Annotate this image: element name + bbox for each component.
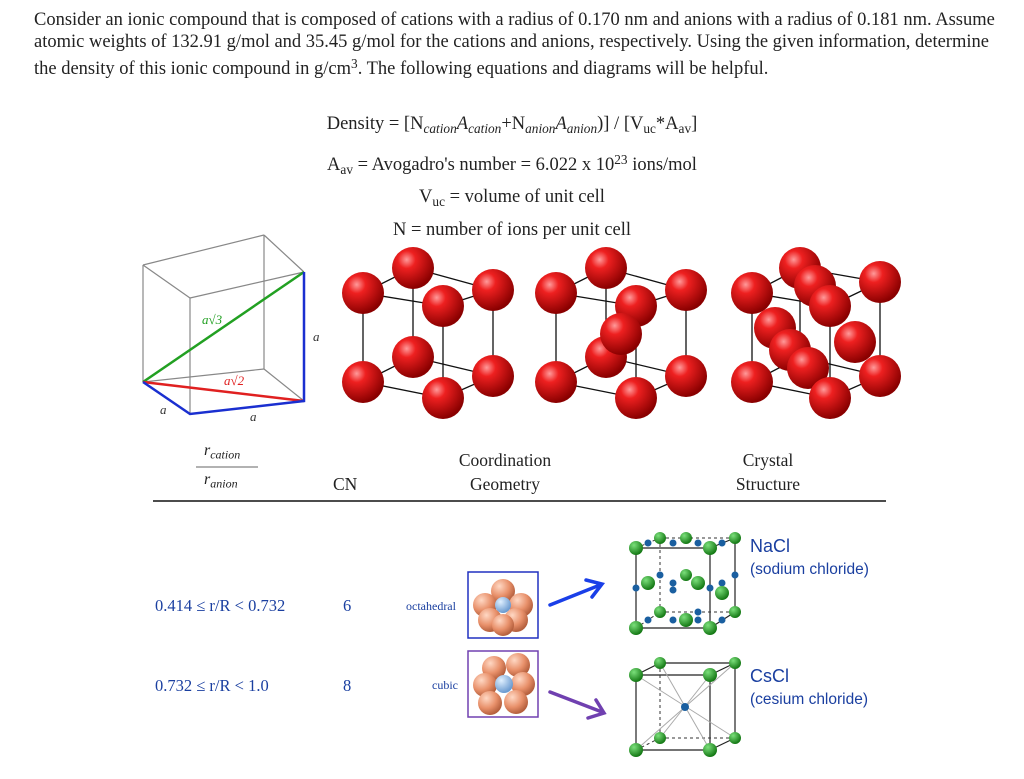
row2-cn: 8 bbox=[343, 676, 352, 695]
simple-cubic-lattice bbox=[342, 247, 514, 419]
atom-sphere bbox=[535, 361, 577, 403]
cscl-lattice bbox=[629, 657, 741, 757]
atom-sphere bbox=[731, 361, 773, 403]
problem-exponent: 3 bbox=[351, 56, 358, 71]
ratio-numerator: rcation bbox=[204, 442, 241, 462]
atom-sphere bbox=[665, 355, 707, 397]
fcc-lattice bbox=[731, 247, 901, 419]
problem-text-end: . The following equations and diagrams w… bbox=[357, 58, 769, 79]
atom-sphere bbox=[809, 285, 851, 327]
atom-sphere bbox=[731, 272, 773, 314]
row1-structure-full: (sodium chloride) bbox=[750, 561, 869, 578]
header-crystal-structure: Crystal Structure bbox=[735, 450, 801, 494]
density-equation: Density = [NcationAcation+NanionAanion)]… bbox=[326, 114, 698, 136]
atom-sphere bbox=[472, 269, 514, 311]
row2-geometry: cubic bbox=[432, 678, 458, 692]
atom-sphere bbox=[834, 321, 876, 363]
atom-sphere bbox=[422, 377, 464, 419]
atom-sphere bbox=[422, 285, 464, 327]
body-diagonal bbox=[142, 270, 305, 384]
atom-sphere bbox=[859, 261, 901, 303]
row1-cn: 6 bbox=[343, 596, 352, 615]
atom-sphere bbox=[809, 377, 851, 419]
row2-structure-full: (cesium chloride) bbox=[750, 691, 869, 708]
arrow-to-nacl bbox=[548, 578, 606, 607]
face-diagonal bbox=[142, 380, 305, 403]
atom-sphere bbox=[585, 247, 627, 289]
n-equation: N = number of ions per unit cell bbox=[392, 220, 632, 240]
avogadro-equation: Aav = Avogadro's number = 6.022 x 1023 i… bbox=[327, 152, 697, 177]
label-a-root2: a√2 bbox=[224, 373, 245, 388]
cubic-geometry-icon bbox=[467, 650, 539, 718]
nacl-lattice bbox=[629, 532, 741, 635]
label-a-left: a bbox=[160, 402, 167, 417]
row2-range: 0.732 ≤ r/R < 1.0 bbox=[155, 676, 269, 695]
atom-sphere bbox=[600, 313, 642, 355]
arrow-to-cscl bbox=[548, 690, 607, 720]
atom-sphere bbox=[392, 247, 434, 289]
atom-sphere bbox=[342, 361, 384, 403]
row1-geometry: octahedral bbox=[406, 599, 456, 613]
header-coordination-geometry: Coordination Geometry bbox=[458, 450, 552, 494]
atom-sphere bbox=[859, 355, 901, 397]
atom-sphere bbox=[392, 336, 434, 378]
label-a-root3: a√3 bbox=[202, 312, 223, 327]
atom-sphere bbox=[615, 377, 657, 419]
header-cn: CN bbox=[333, 474, 358, 494]
atom-sphere bbox=[535, 272, 577, 314]
problem-text: Consider an ionic compound that is compo… bbox=[34, 10, 995, 79]
atom-sphere bbox=[342, 272, 384, 314]
atom-sphere bbox=[665, 269, 707, 311]
label-a-vertical: a bbox=[313, 329, 320, 344]
octahedral-geometry-icon bbox=[467, 571, 539, 639]
cube-edges-a bbox=[142, 272, 306, 416]
vuc-equation: Vuc = volume of unit cell bbox=[419, 187, 605, 209]
atom-sphere bbox=[787, 347, 829, 389]
label-a-bottom: a bbox=[250, 409, 257, 424]
row2-structure-name: CsCl bbox=[750, 666, 789, 686]
row1-range: 0.414 ≤ r/R < 0.732 bbox=[155, 596, 286, 615]
atom-sphere bbox=[472, 355, 514, 397]
ratio-denominator: ranion bbox=[204, 471, 238, 491]
geometry-cube bbox=[142, 234, 305, 414]
bcc-lattice bbox=[535, 247, 707, 419]
row1-structure-name: NaCl bbox=[750, 536, 791, 556]
problem-statement: Consider an ionic compound that is compo… bbox=[34, 9, 999, 80]
